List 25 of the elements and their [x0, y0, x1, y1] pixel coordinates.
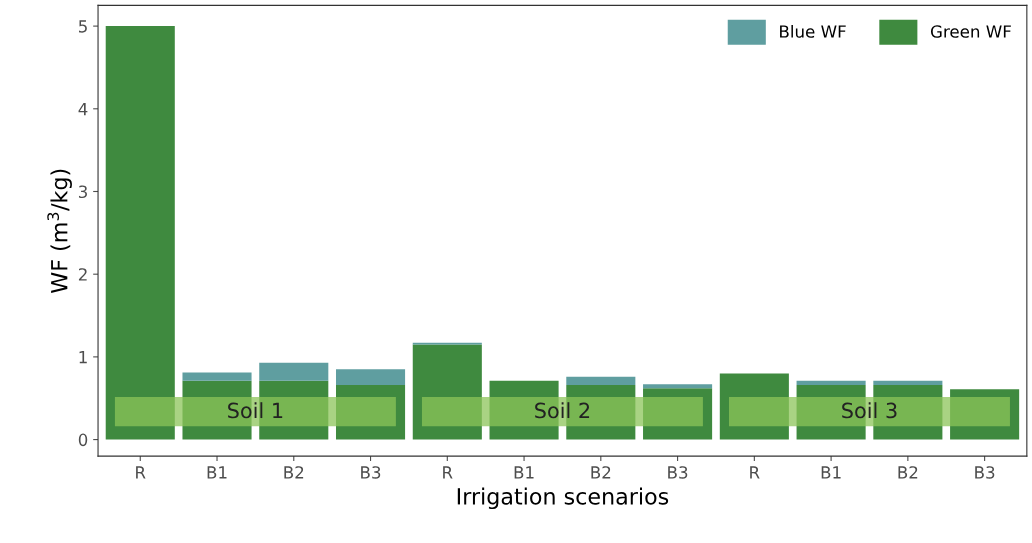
x-tick-label: R [750, 466, 760, 479]
y-tick-label: 0 [78, 433, 88, 447]
x-tick-label: B2 [898, 466, 918, 479]
x-tick-label: B2 [284, 466, 304, 479]
y-tick-label: 1 [79, 351, 87, 364]
annotation: Soil 3 [842, 402, 897, 419]
y-tick-label: 2 [78, 268, 87, 281]
x-tick-label: B1 [514, 466, 534, 479]
y-axis-title: WF (m$^{3}$/kg) [47, 169, 72, 294]
x-axis-title: Irrigation scenarios [457, 487, 669, 510]
annotation: Soil 2 [535, 402, 590, 419]
x-tick-label: B1 [207, 466, 227, 479]
annotation: Soil 1 [228, 402, 283, 419]
x-tick-label: B1 [821, 466, 841, 479]
y-tick-label: 4 [78, 102, 88, 116]
x-tick-label: B3 [361, 466, 381, 479]
y-tick-label: 5 [79, 20, 87, 33]
legend-label: Blue WF [780, 24, 846, 38]
legend-label: Green WF [930, 25, 1011, 38]
x-tick-label: B3 [975, 466, 995, 479]
x-tick-label: B2 [591, 466, 611, 479]
y-tick-label: 3 [78, 185, 87, 199]
x-tick-label: B3 [668, 466, 688, 479]
x-tick-label: R [443, 466, 453, 479]
x-tick-label: R [136, 466, 146, 479]
